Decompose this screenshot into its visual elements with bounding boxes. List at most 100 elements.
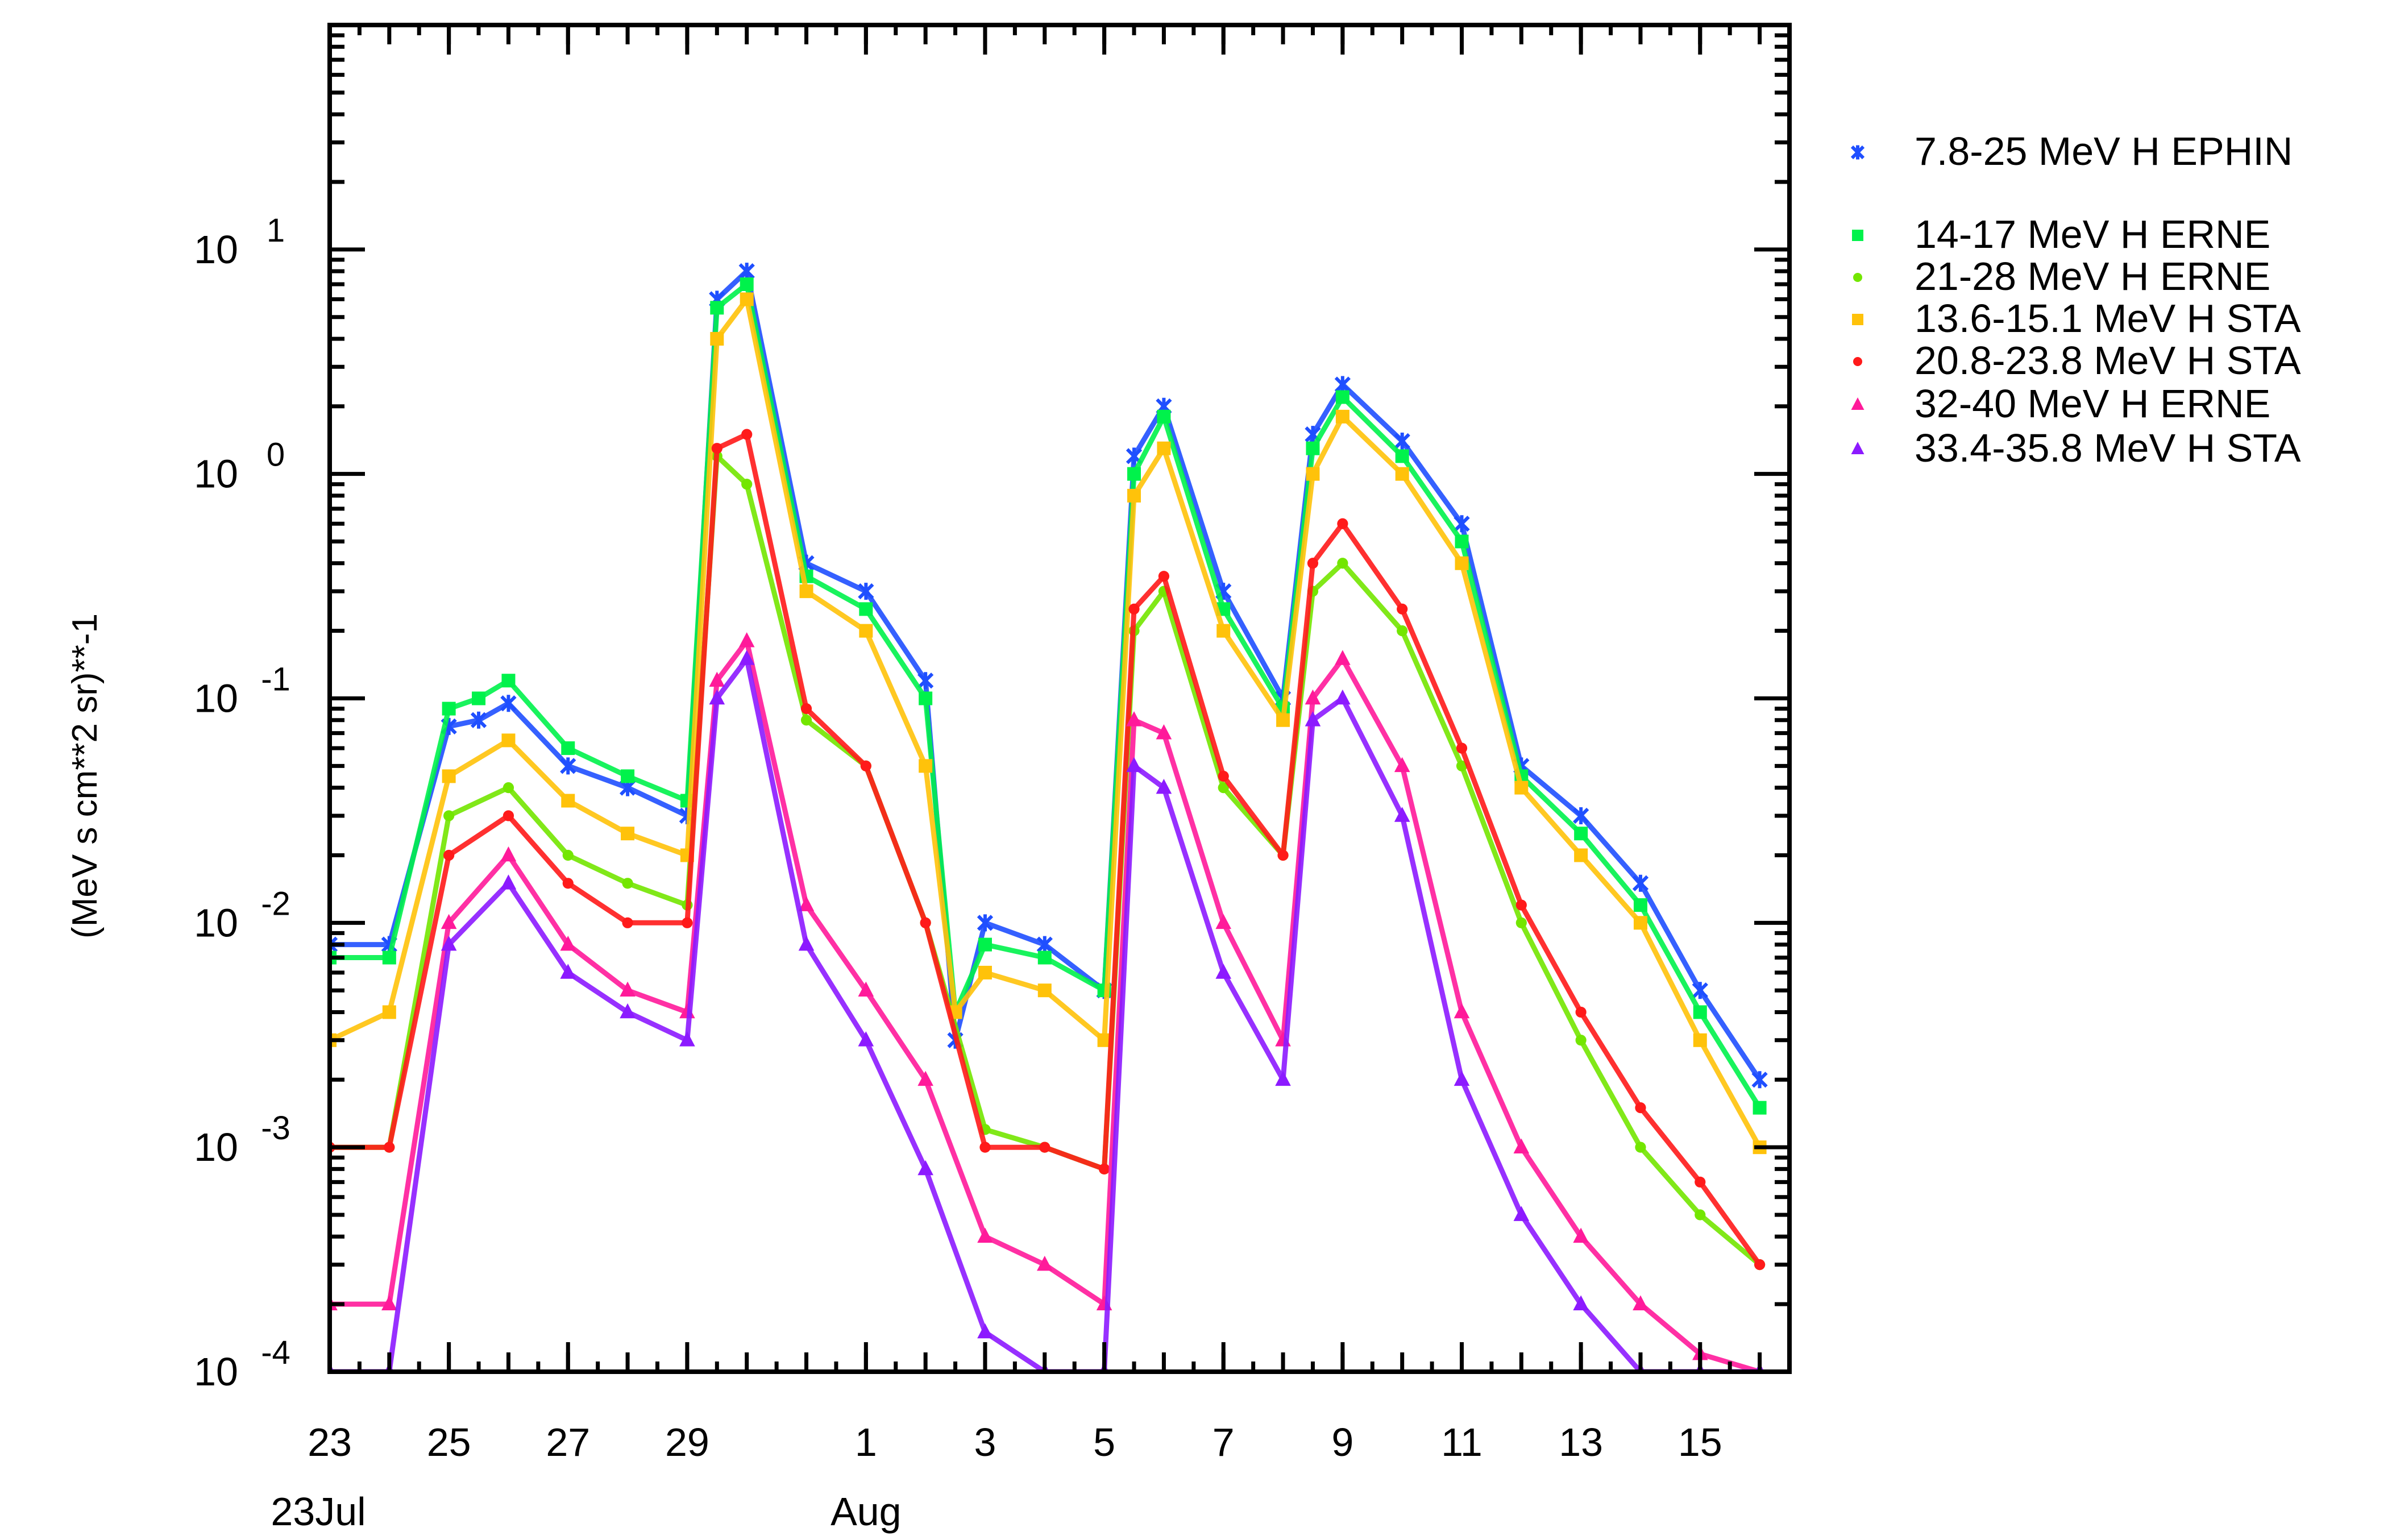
series-line bbox=[330, 281, 1763, 1111]
data-point bbox=[1218, 770, 1229, 782]
data-point bbox=[1395, 449, 1409, 463]
legend-item: 33.4-35.8 MeV H STA bbox=[1851, 426, 2301, 470]
data-point bbox=[858, 981, 874, 997]
data-point bbox=[977, 1227, 993, 1243]
data-point bbox=[1751, 1071, 1768, 1089]
data-point bbox=[1575, 1006, 1587, 1018]
data-point bbox=[560, 935, 576, 951]
y-tick-label-base: 10 bbox=[194, 452, 238, 496]
data-point bbox=[1039, 1141, 1050, 1153]
y-tick-label-base: 10 bbox=[194, 1125, 238, 1169]
y-tick-label-exponent: 1 bbox=[267, 212, 285, 249]
legend-marker bbox=[1853, 273, 1862, 282]
y-tick-label-base: 10 bbox=[194, 1350, 238, 1394]
data-point bbox=[1036, 936, 1053, 953]
data-point bbox=[1573, 1295, 1589, 1310]
data-point bbox=[381, 1295, 397, 1310]
data-point bbox=[1126, 757, 1142, 773]
data-point bbox=[1337, 518, 1348, 529]
data-point bbox=[1335, 390, 1349, 404]
legend-marker bbox=[1851, 442, 1865, 454]
data-point bbox=[1157, 441, 1171, 455]
series-line bbox=[330, 656, 1763, 1372]
data-point bbox=[919, 691, 933, 705]
data-point bbox=[1513, 1206, 1530, 1221]
data-point bbox=[382, 950, 396, 965]
data-point bbox=[1158, 571, 1170, 582]
data-point bbox=[1397, 603, 1408, 615]
data-point bbox=[1306, 441, 1320, 455]
data-point bbox=[1215, 914, 1232, 929]
legend-marker bbox=[1851, 397, 1865, 410]
data-point bbox=[621, 769, 635, 783]
data-point bbox=[917, 672, 934, 690]
data-point bbox=[1037, 983, 1052, 998]
data-point bbox=[384, 1141, 395, 1153]
data-point bbox=[920, 917, 931, 928]
x-tick-label: 29 bbox=[665, 1420, 709, 1464]
data-point bbox=[1574, 827, 1588, 841]
data-point bbox=[501, 674, 516, 688]
data-point bbox=[798, 935, 815, 951]
legend-marker bbox=[1852, 314, 1863, 325]
data-point bbox=[858, 1031, 874, 1047]
legend-label: 14-17 MeV H ERNE bbox=[1915, 212, 2270, 256]
data-point bbox=[1127, 467, 1141, 481]
data-point bbox=[1514, 781, 1529, 795]
data-point bbox=[562, 849, 574, 861]
y-tick-label-base: 10 bbox=[194, 227, 238, 272]
data-point bbox=[1276, 713, 1290, 727]
data-point bbox=[800, 703, 812, 715]
data-point bbox=[919, 759, 933, 773]
data-point bbox=[441, 914, 457, 929]
series-line bbox=[330, 638, 1763, 1372]
legend-item: 7.8-25 MeV H EPHIN bbox=[1850, 129, 2293, 173]
data-point bbox=[1515, 899, 1527, 911]
y-tick-label-exponent: 0 bbox=[267, 437, 285, 474]
data-point bbox=[472, 691, 486, 705]
legend-marker bbox=[1850, 145, 1865, 160]
data-point bbox=[859, 624, 873, 638]
data-point bbox=[442, 701, 456, 716]
y-tick-label-exponent: -3 bbox=[261, 1110, 290, 1147]
legend-item: 13.6-15.1 MeV H STA bbox=[1852, 296, 2301, 341]
series-6 bbox=[330, 632, 1764, 1372]
legend-item: 21-28 MeV H ERNE bbox=[1853, 254, 2270, 298]
data-point bbox=[622, 878, 633, 889]
y-tick-label-base: 10 bbox=[194, 900, 238, 945]
data-point bbox=[1515, 917, 1527, 928]
x-tick-label: 13 bbox=[1559, 1420, 1603, 1464]
data-point bbox=[443, 810, 455, 821]
data-point bbox=[1305, 711, 1321, 727]
legend-label: 32-40 MeV H ERNE bbox=[1915, 381, 2270, 426]
data-point bbox=[1397, 625, 1408, 637]
data-point bbox=[1216, 624, 1231, 638]
data-point bbox=[1455, 556, 1469, 570]
legend-item: 32-40 MeV H ERNE bbox=[1851, 381, 2270, 426]
data-point bbox=[1454, 515, 1470, 533]
x-tick-label: 9 bbox=[1331, 1420, 1353, 1464]
data-point bbox=[1335, 689, 1351, 705]
data-point bbox=[1394, 432, 1410, 450]
data-point bbox=[503, 782, 514, 794]
data-point bbox=[682, 917, 693, 928]
data-point bbox=[1573, 1227, 1589, 1243]
x-tick-label: 7 bbox=[1212, 1420, 1235, 1464]
legend-marker bbox=[1853, 357, 1862, 366]
data-point bbox=[800, 715, 812, 726]
data-point bbox=[1215, 964, 1232, 979]
legend-item: 14-17 MeV H ERNE bbox=[1852, 212, 2270, 256]
data-point bbox=[1036, 1256, 1053, 1271]
legend-label: 13.6-15.1 MeV H STA bbox=[1915, 296, 2301, 341]
data-point bbox=[500, 695, 517, 712]
data-point bbox=[711, 443, 722, 454]
data-point bbox=[1754, 1259, 1766, 1271]
data-point bbox=[709, 689, 725, 705]
data-point bbox=[741, 479, 753, 490]
data-point bbox=[620, 981, 636, 997]
data-point bbox=[738, 263, 755, 280]
data-point bbox=[1633, 898, 1647, 912]
series-4 bbox=[330, 292, 1767, 1155]
